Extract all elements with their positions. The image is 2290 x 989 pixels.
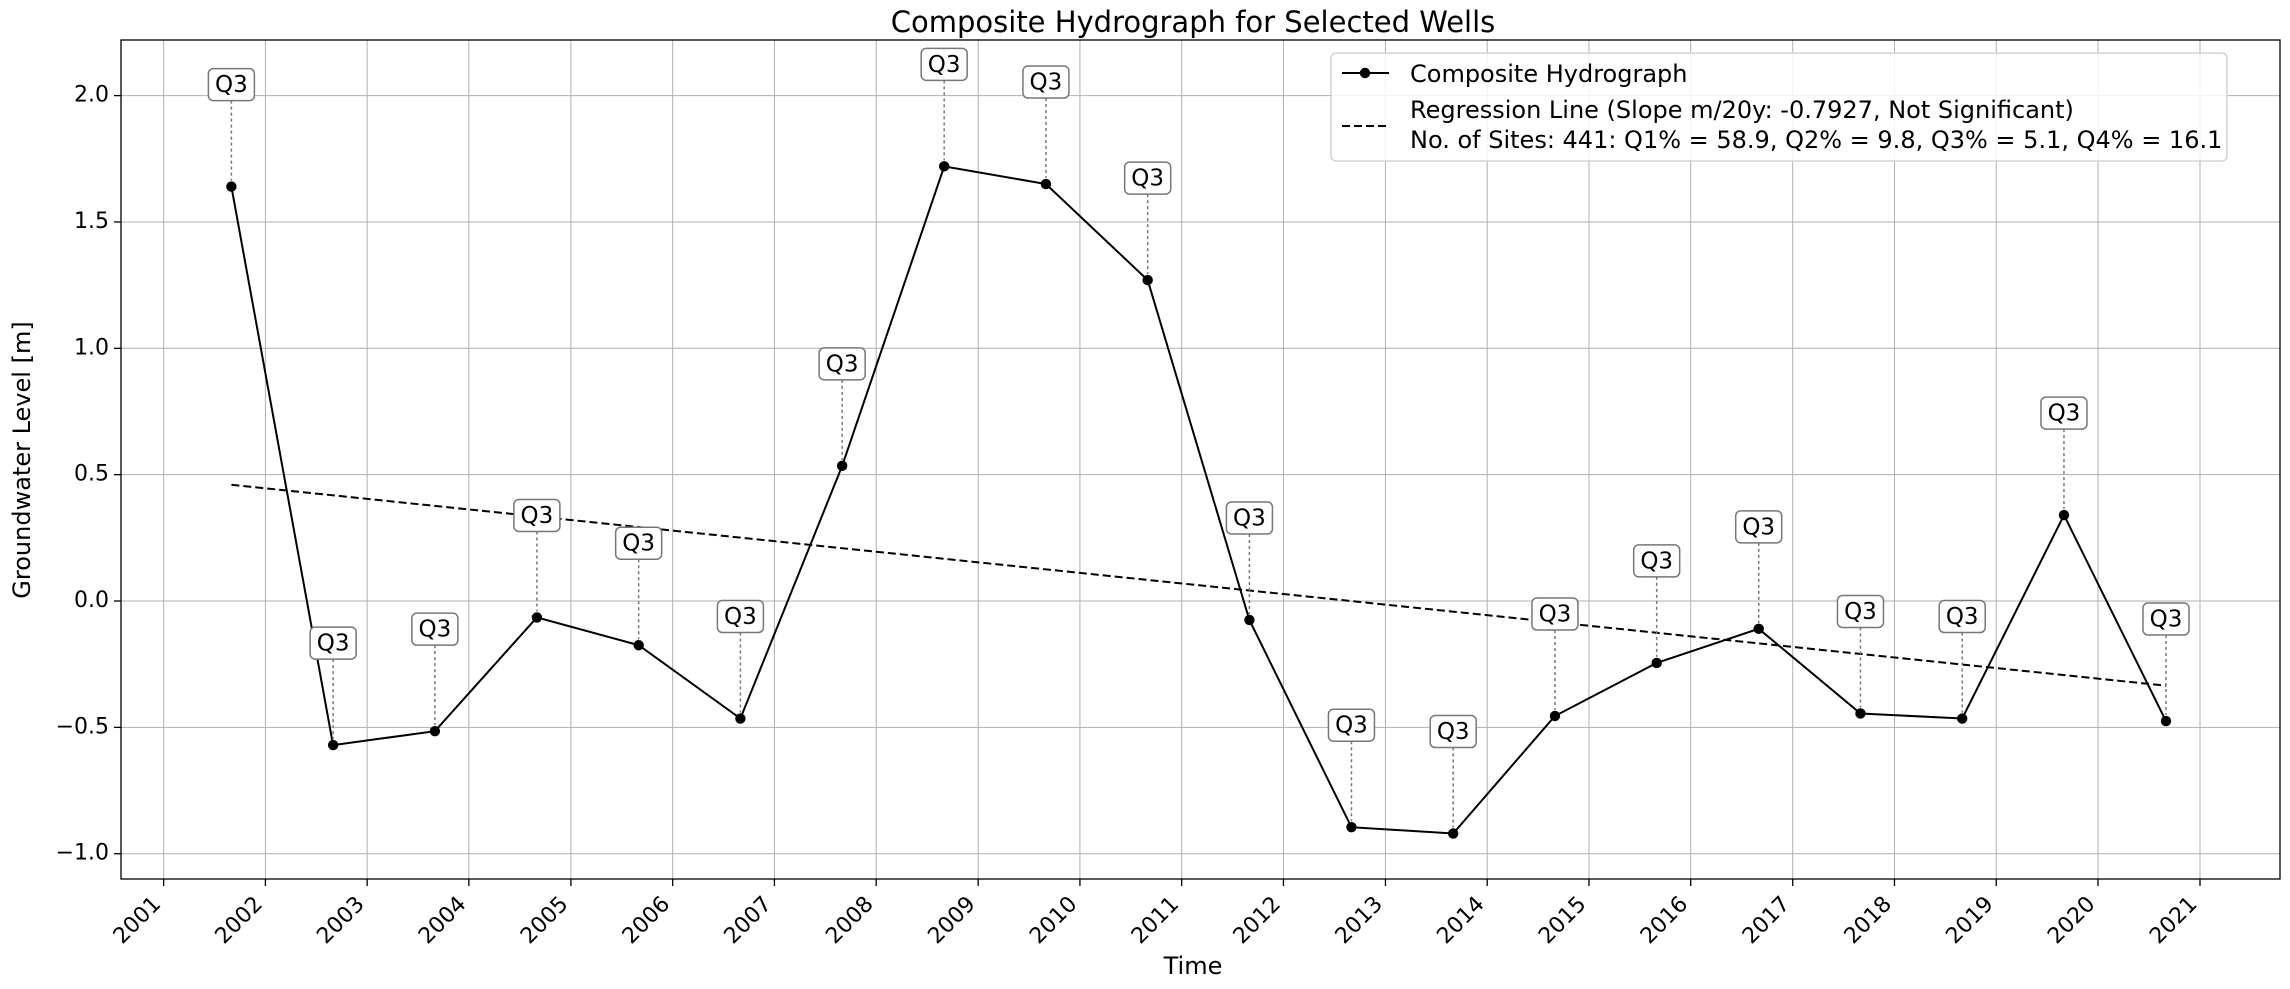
quartile-annotation-label: Q3 [2150,607,2183,633]
hydrograph-series-group [226,161,2172,839]
quartile-annotation-label: Q3 [622,531,655,557]
grid [121,40,2280,879]
hydrograph-point [327,739,339,751]
annotation-box [614,526,663,560]
quartile-annotation-label: Q3 [1233,505,1266,531]
annotation-box [1632,544,1681,578]
hydrograph-point [836,460,848,472]
annotation-box [1225,501,1274,535]
hydrograph-point [1855,708,1866,719]
hydrograph-point [2058,509,2070,521]
legend-hydrograph-swatch-marker [1359,67,1371,79]
legend-hydrograph-label: Composite Hydrograph [1410,60,1687,88]
annotation-box [1734,510,1783,544]
legend: Composite Hydrograph Regression Line (Sl… [1330,52,2228,162]
y-tick-label: 2.0 [74,83,109,108]
annotation-box [1938,599,1986,634]
annotation-box [716,599,765,634]
y-tick-label: 0.5 [74,462,109,487]
hydrograph-point [938,161,950,172]
legend-sites-summary: No. of Sites: 441: Q1% = 58.9, Q2% = 9.8… [1410,126,2222,154]
hydrograph-line [230,165,2167,835]
annotation-box [2142,602,2190,636]
annotation-box [1429,714,1477,749]
quartile-annotation-label: Q3 [724,604,757,630]
hydrograph-point [735,713,746,724]
y-tick-label: 0.0 [74,588,109,613]
hydrograph-point [1753,623,1764,635]
annotation-box [920,47,968,82]
hydrograph-point [1549,710,1561,722]
annotation-box [1836,594,1885,629]
hydrograph-point [429,725,441,737]
hydrograph-point [531,612,543,623]
annotation-box [1327,708,1376,742]
quartile-annotation-label: Q3 [521,503,554,529]
hydrograph-point [1142,274,1153,286]
annotation-box [309,626,357,660]
hydrograph-point [2160,715,2172,727]
annotation-box [1123,161,1172,195]
hydrograph-point [1651,657,1662,669]
y-tick-label: 1.5 [74,209,109,234]
legend-box [1330,52,2228,162]
quartile-annotations: Q3 Q3 Q3 Q3 Q3 Q3 Q3 Q3 Q3 Q3 Q3 Q3 Q3 Q3 Q3 Q3 Q3 Q3 Q3 Q3 [207,47,2190,828]
quartile-annotation-label: Q3 [1946,604,1979,630]
hydrograph-point [1244,614,1255,626]
quartile-annotation-label: Q3 [317,631,350,657]
quartile-annotation-label: Q3 [1437,719,1470,745]
y-axis-title: Groundwater Level [m] [8,321,36,598]
annotation-box [2040,396,2088,430]
quartile-annotation-label: Q3 [1742,514,1775,540]
quartile-annotation-label: Q3 [1131,166,1164,192]
x-axis-title: Time [1163,952,1223,980]
annotation-box [1531,597,1579,631]
quartile-annotation-label: Q3 [1335,713,1368,739]
quartile-annotation-label: Q3 [1844,599,1877,625]
hydrograph-point [1040,178,1052,190]
quartile-annotation-label: Q3 [1640,548,1673,574]
quartile-annotation-label: Q3 [215,72,248,98]
quartile-annotation-label: Q3 [928,52,961,78]
quartile-annotation-label: Q3 [826,351,859,377]
annotation-box [411,612,459,646]
y-tick-label: −1.0 [56,841,109,866]
hydrograph-point [1346,821,1357,833]
hydrograph-point [1447,828,1459,839]
annotation-box [513,498,561,533]
quartile-annotation-label: Q3 [1030,70,1063,96]
hydrograph-point [633,640,644,651]
plot-frame [120,39,2281,880]
quartile-annotation-label: Q3 [419,617,452,643]
quartile-annotation-label: Q3 [2048,401,2081,427]
annotation-box [207,67,256,102]
annotation-box [818,347,866,381]
quartile-annotation-label: Q3 [1539,602,1572,628]
chart-title: Composite Hydrograph for Selected Wells [891,5,1496,39]
hydrograph-point [1957,713,1968,724]
annotation-box [1022,65,1070,99]
legend-regression-label: Regression Line (Slope m/20y: -0.7927, N… [1410,96,2074,124]
hydrograph-point [226,181,237,192]
y-tick-label: −0.5 [56,714,109,739]
y-axis-ticks: −1.0 −0.5 0.0 0.5 1.0 1.5 2.0 [56,83,121,866]
y-tick-label: 1.0 [74,335,109,360]
